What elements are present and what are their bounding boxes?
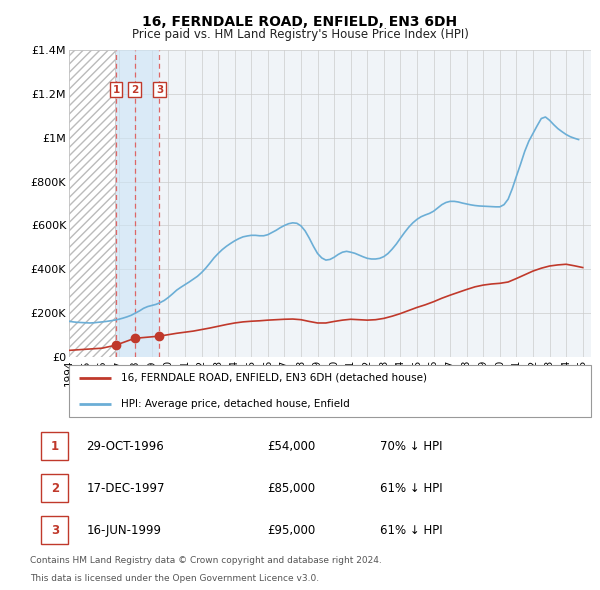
Text: Price paid vs. HM Land Registry's House Price Index (HPI): Price paid vs. HM Land Registry's House … [131,28,469,41]
Text: 2: 2 [51,481,59,495]
Text: £54,000: £54,000 [267,440,315,453]
Text: 1: 1 [51,440,59,453]
Text: 16, FERNDALE ROAD, ENFIELD, EN3 6DH: 16, FERNDALE ROAD, ENFIELD, EN3 6DH [142,15,458,29]
Text: 61% ↓ HPI: 61% ↓ HPI [380,481,442,495]
Text: 17-DEC-1997: 17-DEC-1997 [86,481,165,495]
Text: 16-JUN-1999: 16-JUN-1999 [86,523,161,536]
Bar [41,516,68,544]
Text: This data is licensed under the Open Government Licence v3.0.: This data is licensed under the Open Gov… [30,574,319,583]
Text: 3: 3 [51,523,59,536]
Text: 1: 1 [112,84,119,94]
Bar [69,50,115,357]
Text: £95,000: £95,000 [267,523,315,536]
Text: 70% ↓ HPI: 70% ↓ HPI [380,440,442,453]
Bar [41,474,68,502]
Text: HPI: Average price, detached house, Enfield: HPI: Average price, detached house, Enfi… [121,399,350,409]
Text: £85,000: £85,000 [267,481,315,495]
Bar [41,432,68,460]
Bar [116,50,160,357]
Text: 2: 2 [131,84,138,94]
Text: 29-OCT-1996: 29-OCT-1996 [86,440,164,453]
Text: 61% ↓ HPI: 61% ↓ HPI [380,523,442,536]
Text: 16, FERNDALE ROAD, ENFIELD, EN3 6DH (detached house): 16, FERNDALE ROAD, ENFIELD, EN3 6DH (det… [121,373,427,383]
Text: Contains HM Land Registry data © Crown copyright and database right 2024.: Contains HM Land Registry data © Crown c… [30,556,382,565]
Text: 3: 3 [156,84,163,94]
